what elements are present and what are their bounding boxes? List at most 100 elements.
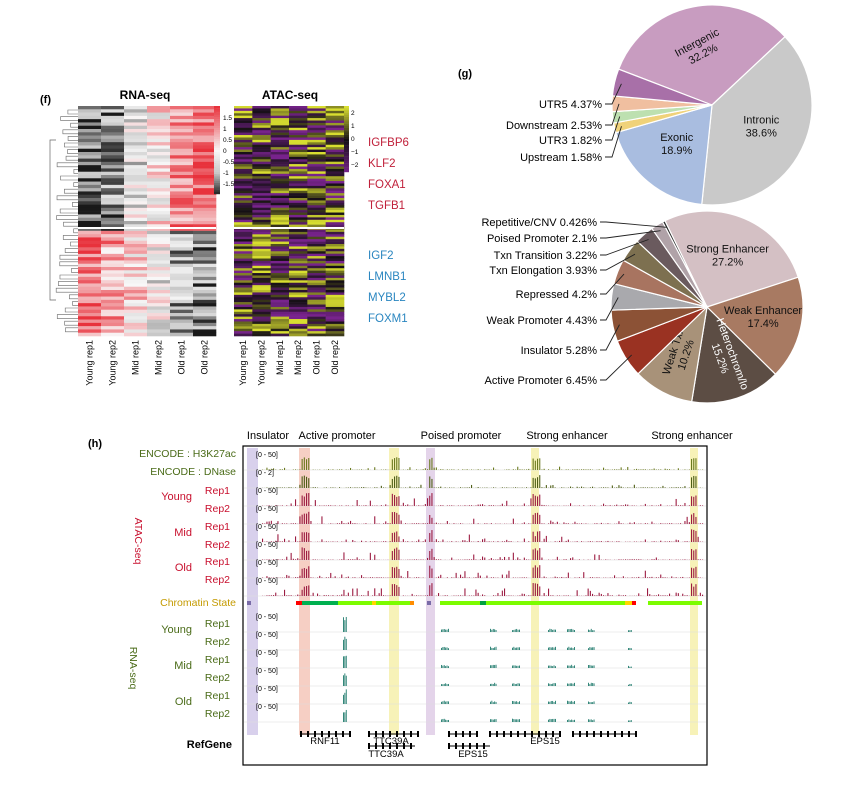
gene-exon xyxy=(517,731,519,737)
signal-bar xyxy=(596,523,598,524)
signal-bar xyxy=(308,511,310,524)
signal-bar xyxy=(266,467,268,470)
rna-cell xyxy=(124,211,148,215)
chromatin-state-segment xyxy=(296,601,302,605)
signal-bar xyxy=(693,550,695,560)
signal-bar xyxy=(554,541,556,542)
rna-signal-bar xyxy=(592,665,594,668)
signal-bar xyxy=(552,521,554,524)
rna-cell xyxy=(147,119,171,123)
rna-signal-bar xyxy=(512,647,513,650)
signal-bar xyxy=(545,485,547,488)
rna-group-label: Old xyxy=(175,696,192,708)
rna-cell xyxy=(170,260,194,265)
signal-bar xyxy=(411,593,413,596)
atac-cell xyxy=(234,321,253,325)
rna-signal-bar xyxy=(568,683,570,686)
rna-cell xyxy=(170,135,194,140)
rna-signal-bar xyxy=(441,701,442,704)
signal-bar xyxy=(523,522,525,524)
atac-cell xyxy=(307,302,326,305)
rna-cell xyxy=(193,329,217,334)
atac-cell xyxy=(325,229,345,233)
atac-cell xyxy=(270,268,290,271)
signal-bar xyxy=(328,469,330,470)
rna-signal-bar xyxy=(629,683,631,686)
signal-bar xyxy=(600,593,602,596)
atac-cell xyxy=(270,193,290,196)
rna-cell xyxy=(124,119,148,123)
pie-slice xyxy=(617,4,786,106)
atac-cell xyxy=(307,161,326,165)
atac-cell xyxy=(252,168,271,172)
atac-cell xyxy=(252,127,271,131)
gene-exon xyxy=(496,731,498,737)
pie-slice-label: UTR3 1.82% xyxy=(539,135,602,147)
atac-cell xyxy=(252,173,271,177)
rna-signal-bar xyxy=(343,656,344,668)
gene-exon xyxy=(552,731,554,737)
atac-cell xyxy=(307,222,326,225)
rna-cell xyxy=(124,270,148,274)
signal-bar xyxy=(301,495,303,506)
atac-cell xyxy=(289,292,308,296)
signal-bar xyxy=(638,469,640,470)
signal-bar xyxy=(534,548,536,560)
signal-bar xyxy=(519,595,521,596)
signal-bar xyxy=(537,496,539,506)
signal-bar xyxy=(477,504,479,506)
signal-bar xyxy=(484,538,486,542)
atac-cell xyxy=(307,236,326,240)
rna-cell xyxy=(193,296,217,301)
rna-signal-bar xyxy=(442,629,444,632)
rna-cell xyxy=(193,309,217,314)
rna-cell xyxy=(78,148,102,153)
chromatin-state-pie: Strong Enhancer 27.2%Weak Enhancer 17.4%He… xyxy=(481,210,804,404)
signal-bar xyxy=(543,523,545,524)
rna-signal-bar xyxy=(513,683,515,686)
rna-cell xyxy=(78,273,102,278)
signal-bar xyxy=(644,503,646,506)
signal-bar xyxy=(686,516,688,524)
rna-cell xyxy=(124,175,148,179)
atac-cell xyxy=(270,132,290,136)
signal-bar xyxy=(383,595,385,596)
signal-bar xyxy=(504,556,506,560)
encode-h3k27ac-label: ENCODE : H3K27ac xyxy=(139,448,236,460)
rna-cell xyxy=(78,283,102,288)
atac-cell xyxy=(289,171,308,175)
atac-cell xyxy=(234,125,253,129)
signal-bar xyxy=(684,486,686,488)
signal-bar xyxy=(409,577,411,578)
rna-cell xyxy=(101,171,125,176)
rna-signal-bar xyxy=(548,683,549,686)
signal-bar xyxy=(675,539,677,542)
signal-bar xyxy=(523,503,525,506)
signal-bar xyxy=(506,539,508,542)
signal-bar xyxy=(464,559,466,560)
signal-bar xyxy=(684,502,686,506)
signal-bar xyxy=(640,559,642,560)
rna-cell xyxy=(101,115,125,120)
rna-cell xyxy=(124,148,148,153)
atac-cell xyxy=(307,231,326,235)
signal-bar xyxy=(407,541,409,542)
rna-signal-bar xyxy=(628,720,629,722)
rna-cell xyxy=(170,106,194,110)
signal-bar xyxy=(385,504,387,506)
atac-cell xyxy=(252,275,271,279)
signal-bar xyxy=(658,469,660,470)
signal-bar xyxy=(341,574,343,578)
signal-bar xyxy=(537,512,539,524)
chromatin-state-label: Chromatin State xyxy=(160,597,236,609)
rna-signal-bar xyxy=(517,683,519,686)
dendrogram-branch xyxy=(64,320,78,326)
signal-bar xyxy=(429,514,431,524)
signal-bar xyxy=(592,593,594,596)
signal-bar xyxy=(699,523,701,524)
atac-cell xyxy=(252,159,271,162)
signal-bar xyxy=(647,588,649,596)
signal-bar xyxy=(543,505,545,506)
signal-bar xyxy=(680,523,682,524)
rna-cell xyxy=(101,145,125,150)
